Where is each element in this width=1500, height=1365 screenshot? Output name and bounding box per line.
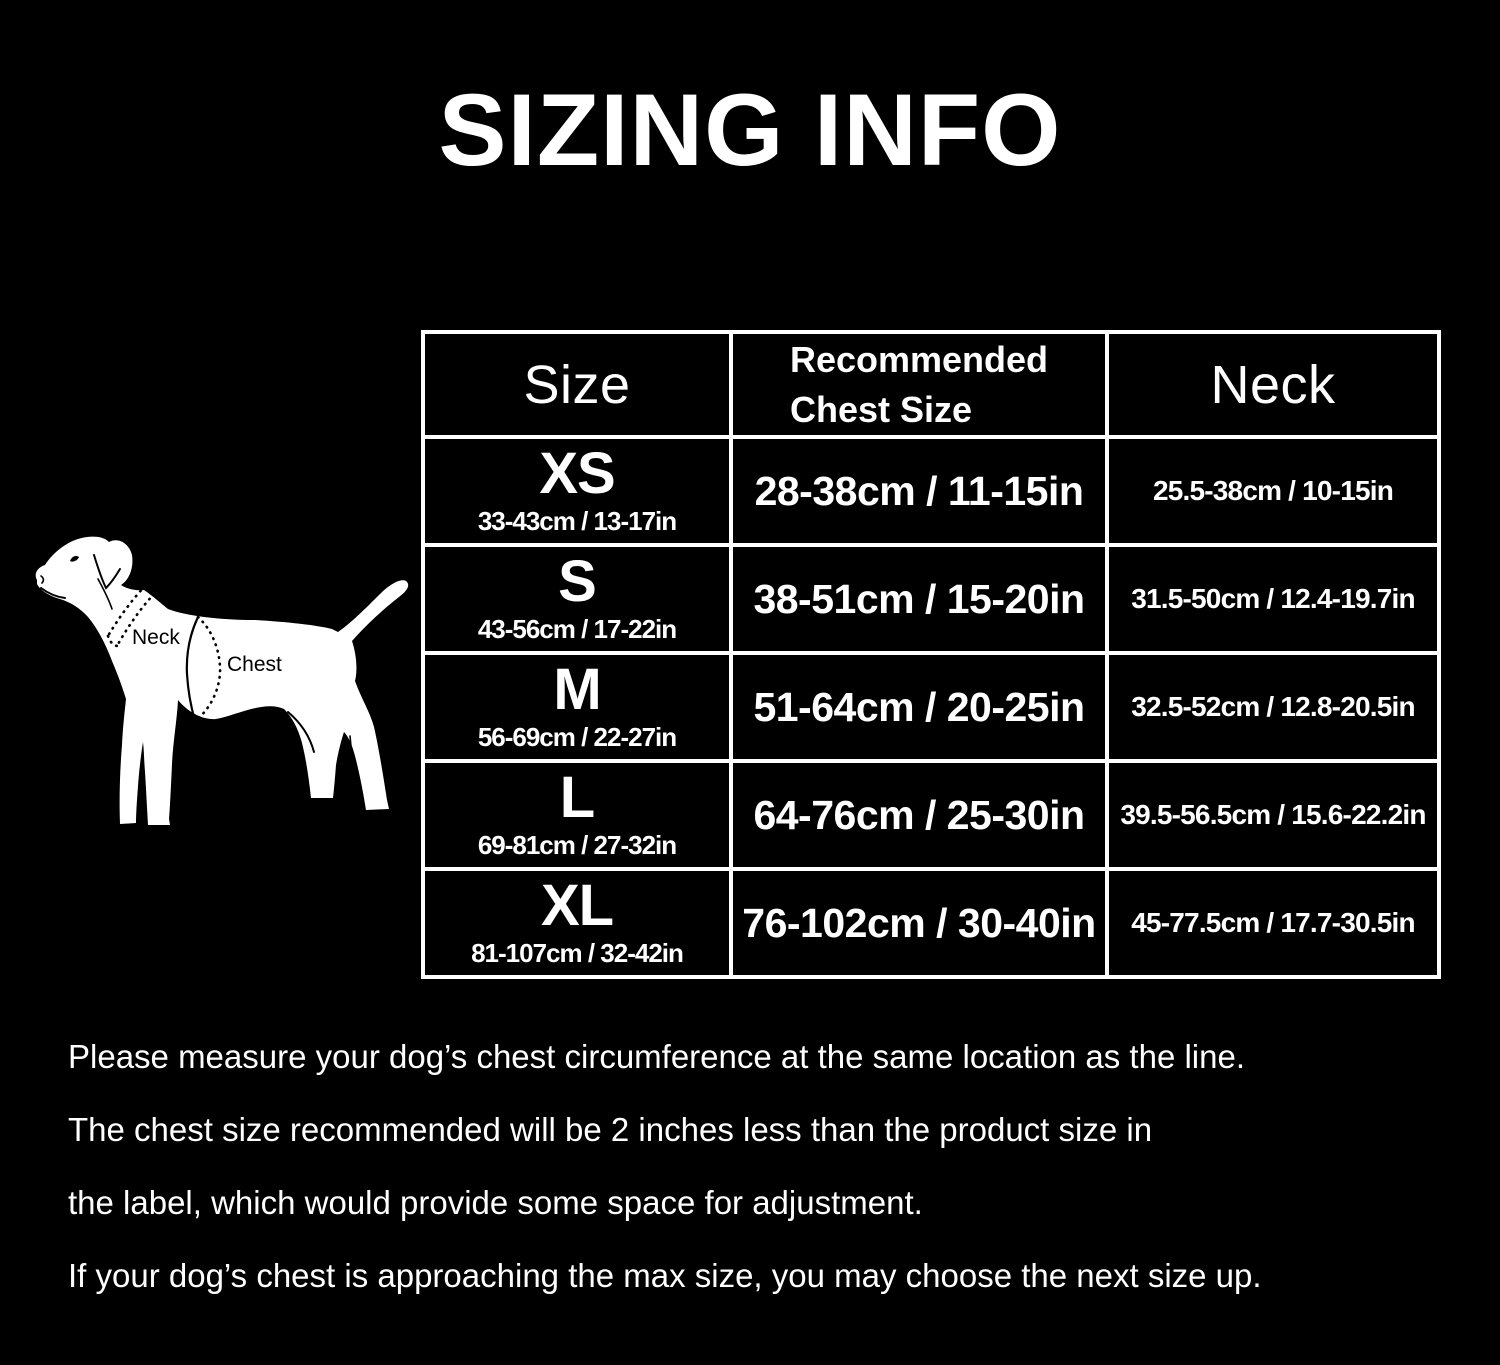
column-header-size: Size: [421, 330, 733, 439]
footnote-line: the label, which would provide some spac…: [68, 1184, 923, 1221]
dog-haunch-line: [287, 711, 315, 753]
neck-size-cell: 31.5-50cm / 12.4-19.7in: [1105, 543, 1441, 655]
size-label: S: [558, 549, 597, 614]
chest-size-cell: 28-38cm / 11-15in: [729, 435, 1109, 547]
dog-measurement-diagram: Neck Chest: [35, 536, 409, 825]
table-row-s: S 43-56cm / 17-22in 38-51cm / 15-20in 31…: [421, 543, 1441, 655]
dog-nostril: [40, 575, 45, 584]
dog-ear-line: [93, 554, 121, 590]
footnote-line: Please measure your dog’s chest circumfe…: [68, 1038, 1246, 1075]
chest-size-cell: 64-76cm / 25-30in: [729, 759, 1109, 871]
chest-size-cell: 38-51cm / 15-20in: [729, 543, 1109, 655]
size-range-label: 43-56cm / 17-22in: [477, 614, 677, 644]
size-cell: S 43-56cm / 17-22in: [421, 543, 733, 655]
dog-mouth-line: [40, 587, 66, 599]
table-row-xl: XL 81-107cm / 32-42in 76-102cm / 30-40in…: [421, 867, 1441, 979]
table-header-row: Size Recommended Chest Size Neck: [421, 330, 1441, 439]
neck-size-cell: 32.5-52cm / 12.8-20.5in: [1105, 651, 1441, 763]
size-label: XS: [539, 441, 615, 506]
size-range-label: 33-43cm / 13-17in: [477, 506, 677, 536]
footnote-line: If your dog’s chest is approaching the m…: [68, 1257, 1262, 1294]
table-row-m: M 56-69cm / 22-27in 51-64cm / 20-25in 32…: [421, 651, 1441, 763]
chest-header-line2: Chest Size: [789, 388, 973, 430]
size-cell: XL 81-107cm / 32-42in: [421, 867, 733, 979]
size-header-label: Size: [523, 354, 631, 415]
neck-measure-line: [106, 584, 156, 648]
size-label: XL: [540, 873, 614, 938]
dog-jowl-line: [97, 578, 113, 610]
size-cell: XS 33-43cm / 13-17in: [421, 435, 733, 547]
size-label: L: [559, 765, 595, 830]
chest-size-cell: 76-102cm / 30-40in: [729, 867, 1109, 979]
table-row-xs: XS 33-43cm / 13-17in 28-38cm / 11-15in 2…: [421, 435, 1441, 547]
chest-size-cell: 51-64cm / 20-25in: [729, 651, 1109, 763]
size-label: M: [553, 657, 601, 722]
size-range-label: 81-107cm / 32-42in: [471, 938, 684, 968]
table-row-l: L 69-81cm / 27-32in 64-76cm / 25-30in 39…: [421, 759, 1441, 871]
dog-front-leg-line: [349, 735, 356, 799]
dog-silhouette: [35, 536, 409, 825]
page-title: SIZING INFO: [438, 73, 1062, 187]
neck-size-cell: 39.5-56.5cm / 15.6-22.2in: [1105, 759, 1441, 871]
neck-size-cell: 45-77.5cm / 17.7-30.5in: [1105, 867, 1441, 979]
footnotes: Please measure your dog’s chest circumfe…: [68, 1020, 1468, 1312]
chest-measure-line-solid: [185, 616, 199, 722]
chest-diagram-label: Chest: [227, 653, 282, 676]
column-header-neck: Neck: [1105, 330, 1441, 439]
size-range-label: 56-69cm / 22-27in: [477, 722, 677, 752]
footnote-line: The chest size recommended will be 2 inc…: [68, 1111, 1153, 1148]
size-range-label: 69-81cm / 27-32in: [477, 830, 677, 860]
neck-size-cell: 25.5-38cm / 10-15in: [1105, 435, 1441, 547]
dog-eye: [70, 556, 79, 562]
chest-header-line1: Recommended: [789, 338, 1049, 380]
neck-diagram-label: Neck: [132, 626, 180, 649]
size-cell: M 56-69cm / 22-27in: [421, 651, 733, 763]
size-cell: L 69-81cm / 27-32in: [421, 759, 733, 871]
column-header-chest: Recommended Chest Size: [729, 330, 1109, 439]
sizing-table: Size Recommended Chest Size Neck XS 33-4…: [421, 330, 1441, 979]
chest-measure-line-dotted: [193, 615, 222, 723]
neck-header-label: Neck: [1210, 354, 1336, 415]
